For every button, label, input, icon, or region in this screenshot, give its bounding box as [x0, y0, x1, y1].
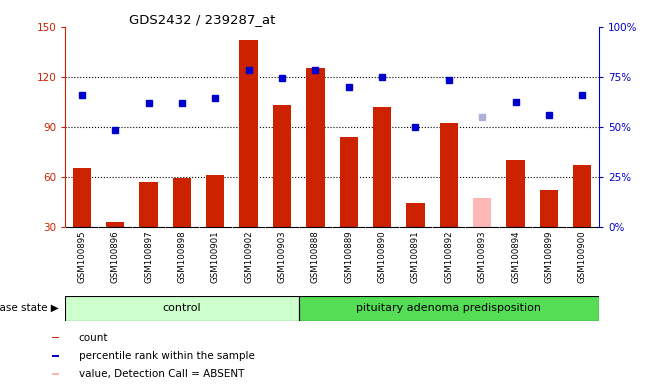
Bar	[73, 168, 91, 227]
Text: GSM100897: GSM100897	[144, 230, 153, 283]
Bar	[573, 165, 591, 227]
Bar	[52, 355, 59, 356]
Bar	[340, 137, 358, 227]
Bar	[439, 123, 458, 227]
Text: GSM100898: GSM100898	[177, 230, 186, 283]
Bar	[540, 190, 558, 227]
Text: GSM100893: GSM100893	[478, 230, 487, 283]
Bar	[299, 296, 599, 321]
Text: GSM100894: GSM100894	[511, 230, 520, 283]
Bar	[406, 203, 424, 227]
Text: GSM100895: GSM100895	[77, 230, 87, 283]
Text: GSM100896: GSM100896	[111, 230, 120, 283]
Text: disease state ▶: disease state ▶	[0, 303, 59, 313]
Bar	[306, 68, 324, 227]
Text: value, Detection Call = ABSENT: value, Detection Call = ABSENT	[79, 369, 244, 379]
Bar	[506, 160, 525, 227]
Text: GSM100889: GSM100889	[344, 230, 353, 283]
Bar	[52, 337, 59, 338]
Bar	[106, 222, 124, 227]
Bar	[473, 198, 492, 227]
Text: count: count	[79, 333, 108, 343]
Bar	[173, 178, 191, 227]
Text: GSM100888: GSM100888	[311, 230, 320, 283]
Bar	[240, 40, 258, 227]
Text: GSM100892: GSM100892	[444, 230, 453, 283]
Text: GSM100899: GSM100899	[544, 230, 553, 283]
Text: GSM100903: GSM100903	[277, 230, 286, 283]
Text: GSM100900: GSM100900	[577, 230, 587, 283]
Text: GSM100890: GSM100890	[378, 230, 387, 283]
Text: GDS2432 / 239287_at: GDS2432 / 239287_at	[129, 13, 275, 26]
Text: GSM100901: GSM100901	[211, 230, 220, 283]
Text: pituitary adenoma predisposition: pituitary adenoma predisposition	[356, 303, 541, 313]
Bar	[373, 107, 391, 227]
Bar	[273, 105, 291, 227]
Bar	[139, 182, 158, 227]
Bar	[65, 296, 299, 321]
Text: percentile rank within the sample: percentile rank within the sample	[79, 351, 255, 361]
Bar	[52, 373, 59, 375]
Text: GSM100891: GSM100891	[411, 230, 420, 283]
Text: control: control	[163, 303, 201, 313]
Bar	[206, 175, 225, 227]
Text: GSM100902: GSM100902	[244, 230, 253, 283]
